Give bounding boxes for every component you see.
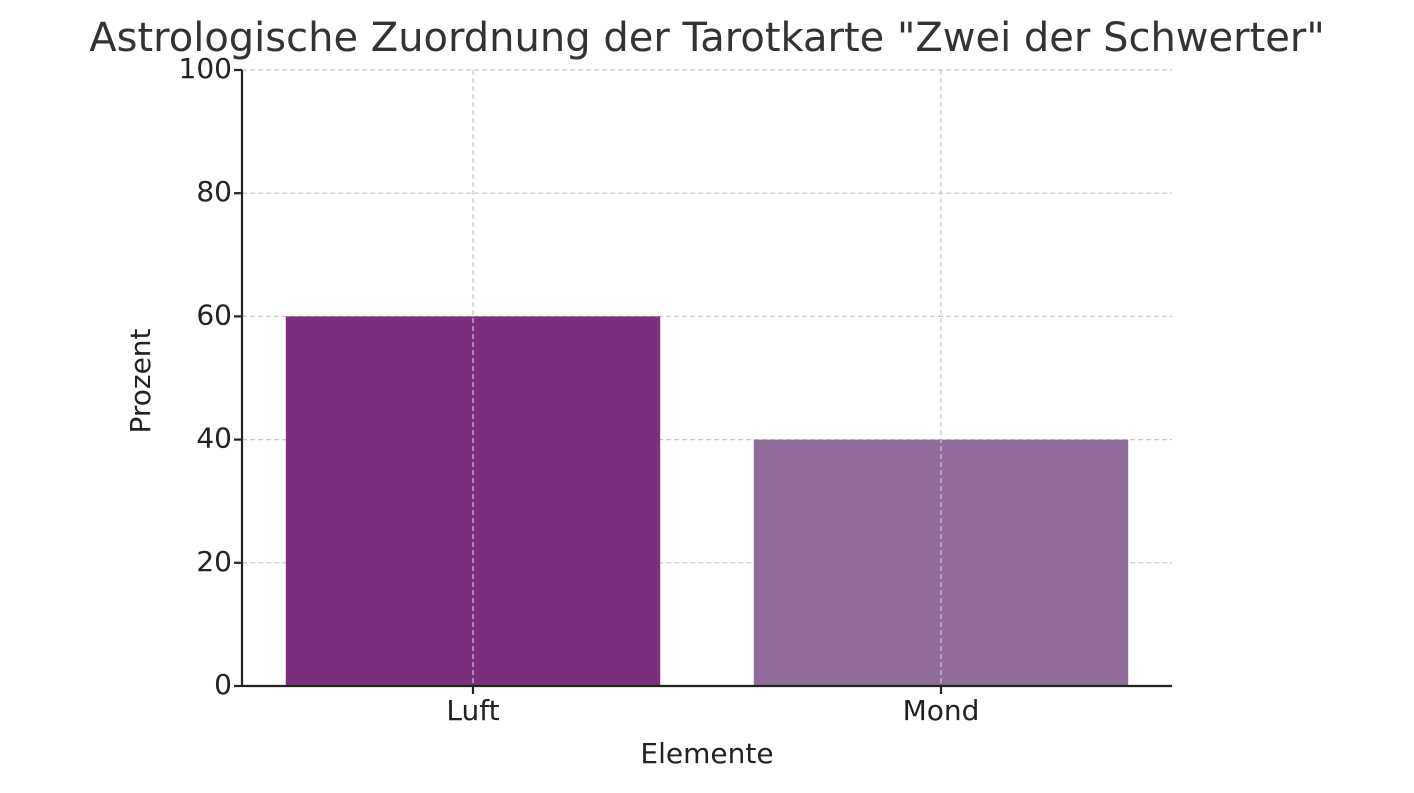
y-tick-label: 20 — [196, 545, 232, 578]
axes: 0 20 40 60 80 100 Luft Mond — [179, 52, 1172, 727]
y-tick-label: 100 — [179, 52, 232, 85]
y-tick-label: 80 — [196, 175, 232, 208]
x-tick-label: Mond — [903, 694, 980, 727]
x-tick-label: Luft — [446, 694, 499, 727]
y-tick-label: 40 — [196, 422, 232, 455]
x-axis-label: Elemente — [640, 737, 773, 770]
y-tick-label: 0 — [214, 668, 232, 701]
chart-title: Astrologische Zuordnung der Tarotkarte "… — [89, 15, 1324, 61]
bars — [285, 316, 1129, 686]
y-tick-label: 60 — [196, 298, 232, 331]
y-axis-label: Prozent — [124, 328, 157, 433]
